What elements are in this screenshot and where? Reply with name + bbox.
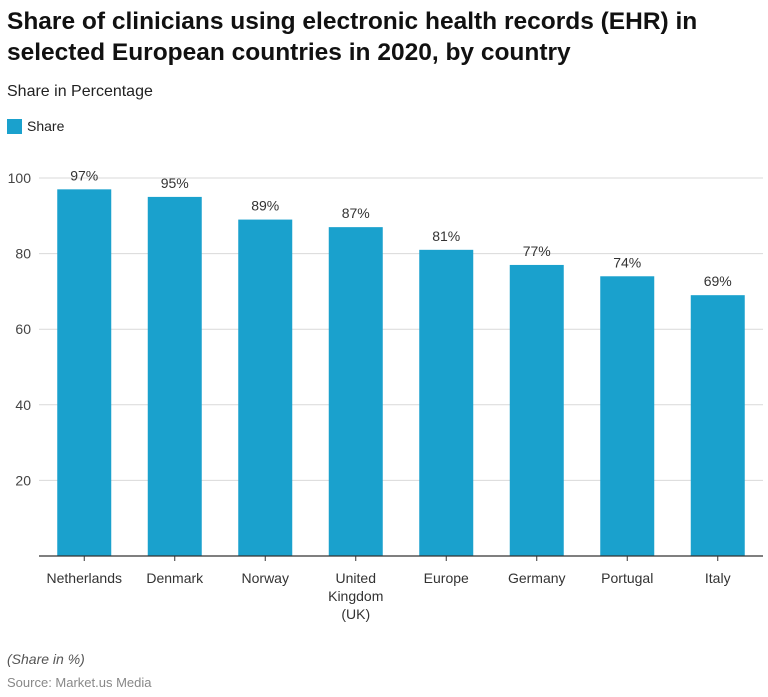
data-label: 74%	[613, 254, 641, 270]
x-tick-label: Germany	[508, 570, 566, 586]
x-tick-label: United Kingdom (UK)	[328, 570, 383, 622]
legend-swatch	[7, 118, 22, 134]
x-tick-label: Denmark	[146, 570, 204, 586]
data-label: 77%	[523, 243, 551, 259]
x-tick-label: Norway	[242, 570, 289, 586]
x-tick-label: Italy	[705, 570, 731, 586]
data-label: 69%	[704, 273, 732, 289]
bar	[147, 196, 202, 556]
bar	[690, 295, 745, 556]
data-label: 89%	[251, 198, 279, 214]
data-label: 81%	[432, 228, 460, 244]
chart-source: Source: Market.us Media	[7, 675, 152, 690]
x-tick-label: Portugal	[601, 570, 653, 586]
chart-note: (Share in %)	[7, 651, 85, 667]
bar	[600, 276, 655, 556]
x-tick-label: Europe	[424, 570, 469, 586]
bar	[419, 249, 474, 556]
legend-label: Share	[27, 118, 65, 134]
y-tick-label: 100	[8, 170, 32, 186]
bar	[238, 219, 293, 556]
y-tick-label: 20	[15, 472, 31, 488]
y-tick-label: 60	[15, 321, 31, 337]
legend: Share	[7, 118, 64, 134]
y-tick-label: 40	[15, 397, 31, 413]
data-label: 97%	[70, 167, 98, 183]
chart-subtitle: Share in Percentage	[7, 83, 153, 100]
x-tick-label: Netherlands	[47, 570, 123, 586]
bar	[509, 264, 564, 556]
data-label: 95%	[161, 175, 189, 191]
bar	[57, 189, 112, 556]
chart-title: Share of clinicians using electronic hea…	[7, 8, 698, 66]
y-tick-label: 80	[15, 246, 31, 262]
bar	[328, 227, 383, 556]
data-label: 87%	[342, 205, 370, 221]
